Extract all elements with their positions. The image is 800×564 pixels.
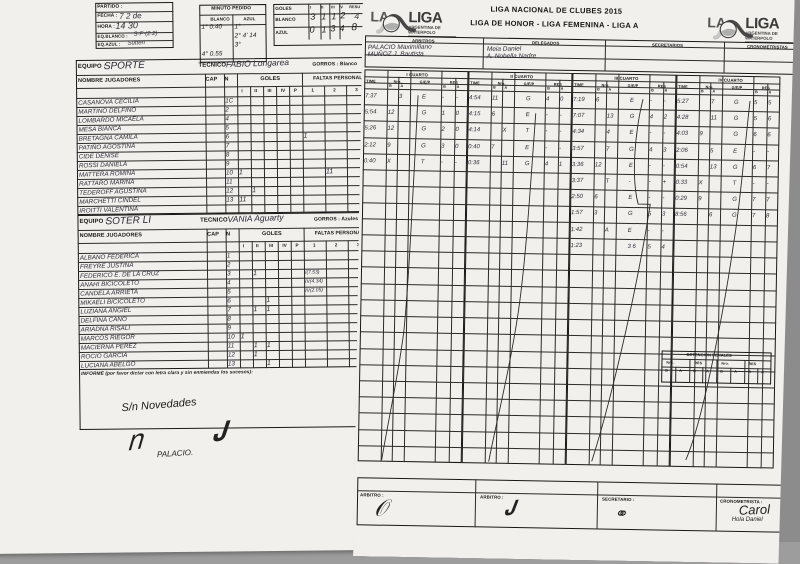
svg-text:WATERPOLO: WATERPOLO [745, 35, 773, 40]
svg-text:WATERPOLO: WATERPOLO [408, 30, 436, 35]
